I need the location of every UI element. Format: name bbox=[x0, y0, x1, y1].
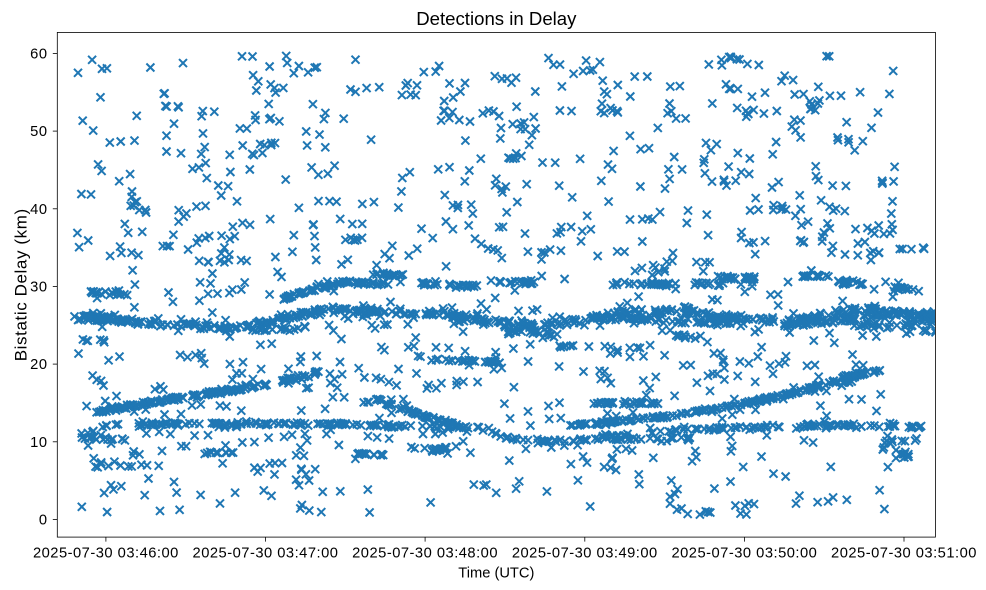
svg-text:2025-07-30 03:48:00: 2025-07-30 03:48:00 bbox=[352, 545, 498, 561]
svg-text:Detections in Delay: Detections in Delay bbox=[416, 8, 577, 29]
svg-text:2025-07-30 03:49:00: 2025-07-30 03:49:00 bbox=[512, 545, 658, 561]
svg-text:2025-07-30 03:47:00: 2025-07-30 03:47:00 bbox=[193, 545, 339, 561]
svg-text:40: 40 bbox=[30, 202, 47, 218]
svg-text:2025-07-30 03:50:00: 2025-07-30 03:50:00 bbox=[671, 545, 817, 561]
svg-text:2025-07-30 03:51:00: 2025-07-30 03:51:00 bbox=[831, 545, 977, 561]
svg-text:2025-07-30 03:46:00: 2025-07-30 03:46:00 bbox=[33, 545, 179, 561]
svg-text:30: 30 bbox=[30, 280, 47, 296]
svg-text:Time (UTC): Time (UTC) bbox=[458, 566, 534, 582]
svg-text:20: 20 bbox=[30, 357, 47, 373]
svg-text:50: 50 bbox=[30, 124, 47, 140]
svg-text:10: 10 bbox=[30, 435, 47, 451]
svg-text:Bistatic Delay (km): Bistatic Delay (km) bbox=[12, 208, 31, 361]
svg-text:60: 60 bbox=[30, 47, 47, 63]
svg-text:0: 0 bbox=[39, 513, 48, 529]
